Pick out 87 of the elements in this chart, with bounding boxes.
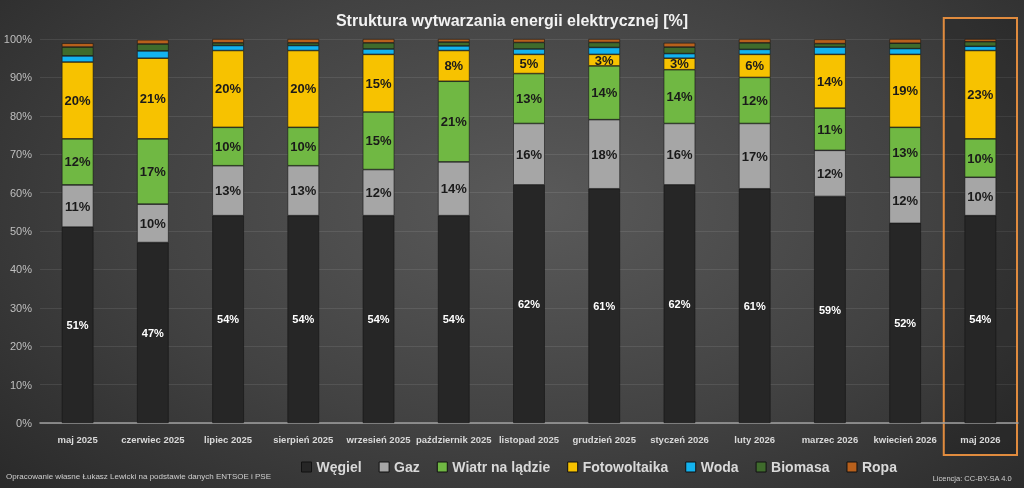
y-tick-label: 80% (9, 109, 33, 122)
data-label: 13% (892, 144, 919, 160)
x-tick-label: kwiecień 2026 (873, 433, 937, 445)
bar (814, 39, 846, 44)
data-label: 15% (365, 75, 392, 91)
data-label: 62% (668, 297, 691, 310)
x-tick-label: maj 2025 (57, 433, 99, 445)
data-label: 11% (817, 121, 844, 137)
x-tick-label: sierpień 2025 (273, 433, 335, 445)
y-tick-label: 20% (9, 340, 33, 353)
legend-label: Fotowoltaika (582, 459, 669, 475)
data-label: 13% (215, 183, 242, 199)
data-label: 12% (741, 92, 769, 108)
data-label: 18% (591, 146, 618, 162)
data-label: 17% (139, 163, 167, 179)
data-label: 19% (892, 83, 919, 99)
data-label: 5% (519, 56, 539, 72)
data-label: 11% (64, 198, 91, 214)
y-tick-label: 30% (9, 301, 33, 314)
legend-label: Woda (700, 459, 739, 475)
data-label: 13% (290, 183, 317, 199)
data-label: 20% (290, 81, 317, 97)
data-label: 54% (367, 313, 390, 326)
y-tick-label: 0% (16, 417, 33, 429)
x-tick-label: luty 2026 (734, 433, 776, 445)
y-tick-label: 100% (3, 33, 33, 45)
legend-label: Biomasa (771, 459, 830, 475)
y-tick-label: 70% (9, 148, 33, 161)
y-tick-label: 90% (9, 71, 33, 84)
data-label: 61% (743, 299, 766, 312)
x-tick-label: czerwiec 2025 (121, 433, 186, 445)
y-tick-label: 40% (9, 263, 33, 276)
data-label: 13% (515, 91, 543, 107)
data-label: 61% (593, 299, 616, 312)
data-label: 23% (967, 87, 994, 103)
legend-label: Wiatr na lądzie (452, 459, 551, 475)
data-label: 10% (967, 188, 994, 204)
legend-label: Ropa (861, 459, 898, 475)
data-label: 20% (64, 92, 92, 108)
chart-title: Struktura wytwarzania energii elektrycznej [%] (335, 11, 689, 29)
data-label: 54% (292, 313, 315, 326)
data-label: 14% (666, 89, 693, 105)
data-label: 16% (666, 146, 693, 162)
legend-label: Gaz (394, 459, 420, 475)
data-label: 20% (215, 81, 242, 97)
data-label: 12% (892, 192, 919, 208)
y-tick-label: 10% (9, 378, 33, 391)
data-label: 8% (444, 58, 464, 74)
data-label: 47% (141, 326, 165, 339)
bar (964, 41, 997, 47)
data-label: 6% (745, 58, 765, 74)
data-label: 54% (217, 313, 240, 326)
data-label: 14% (591, 85, 618, 101)
data-label: 12% (816, 165, 844, 181)
y-tick-label: 60% (9, 186, 33, 199)
data-label: 62% (517, 297, 541, 310)
x-tick-label: styczeń 2026 (650, 433, 709, 445)
x-tick-label: grudzień 2025 (572, 433, 637, 445)
data-label: 54% (969, 313, 992, 326)
data-label: 17% (741, 148, 769, 164)
data-label: 14% (816, 73, 844, 89)
data-label: 3% (594, 52, 615, 68)
data-label: 10% (215, 139, 242, 155)
legend-label: Węgiel (316, 459, 362, 475)
x-tick-label: marzec 2026 (801, 433, 859, 445)
data-label: 15% (365, 133, 392, 149)
x-tick-label: listopad 2025 (498, 433, 560, 445)
x-tick-label: październik 2025 (416, 433, 493, 445)
y-tick-label: 50% (9, 225, 33, 237)
text: Opracowanie własne Łukasz Lewicki na podstawie danych ENTSOE i PSE (6, 471, 272, 481)
data-label: 12% (64, 154, 92, 170)
data-label: 3% (670, 56, 690, 72)
data-label: 10% (139, 215, 167, 231)
data-label: 21% (440, 114, 468, 130)
data-label: 10% (290, 139, 317, 155)
data-label: 14% (440, 181, 468, 197)
data-label: 52% (894, 317, 917, 330)
data-label: 16% (515, 146, 543, 162)
x-tick-label: wrzesień 2025 (345, 433, 412, 445)
data-label: 12% (365, 185, 392, 201)
data-label: 10% (967, 150, 994, 166)
data-label: 54% (442, 313, 465, 326)
data-label: 59% (818, 303, 842, 316)
x-tick-label: maj 2026 (960, 433, 1001, 445)
data-label: 21% (139, 91, 167, 107)
x-tick-label: lipiec 2025 (204, 433, 253, 445)
data-label: 51% (66, 319, 89, 332)
